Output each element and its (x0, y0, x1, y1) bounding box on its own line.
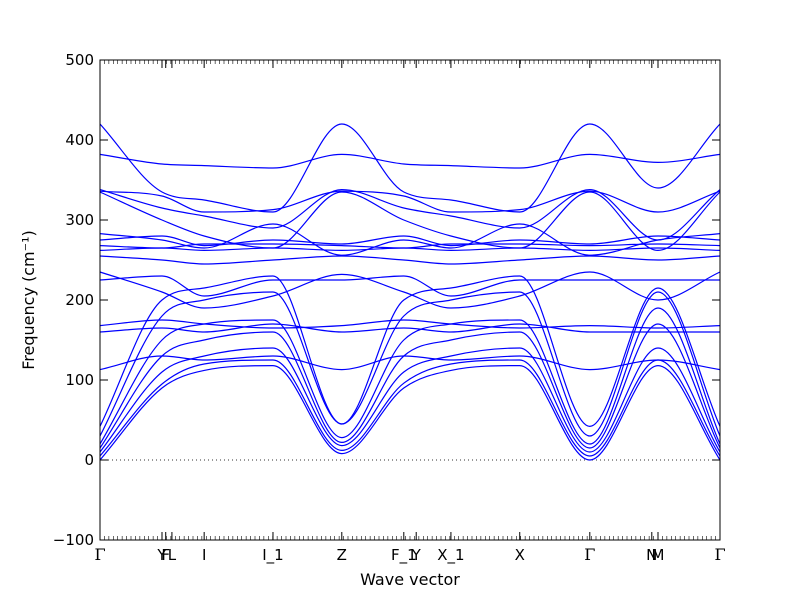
plot-background (100, 60, 720, 540)
x-tick-label: L (168, 546, 177, 564)
x-tick-label: M (652, 546, 665, 564)
x-tick-label: Γ (584, 545, 595, 564)
x-tick-label: Γ (714, 545, 725, 564)
band-line-17 (99, 223, 721, 256)
band-line-19 (99, 188, 721, 241)
x-ticks: Γ YFL I I_1 Z F_1Y X_1 X Γ NM Γ (94, 60, 726, 565)
band-line-2 (99, 359, 721, 457)
x-tick-label: I (202, 546, 206, 564)
y-tick-label: 0 (84, 451, 94, 469)
y-axis-label: Frequency (cm⁻¹) (19, 230, 38, 369)
y-tick-label: 100 (65, 371, 94, 389)
band-line-5 (99, 307, 721, 445)
x-tick-label: Y (156, 546, 167, 564)
band-line-21 (99, 153, 721, 169)
band-line-22 (99, 123, 721, 213)
y-tick-label: 400 (65, 131, 94, 149)
band-line-20 (99, 190, 721, 213)
y-tick-label: −100 (53, 531, 94, 549)
y-tick-label: 200 (65, 291, 94, 309)
band-line-4 (99, 323, 721, 449)
band-line-3 (99, 347, 721, 453)
band-line-7 (99, 275, 721, 428)
x-tick-label: F_1 (391, 546, 417, 565)
band-line-13 (99, 255, 721, 265)
x-tick-label: X_1 (437, 546, 464, 565)
band-line-8 (99, 355, 721, 371)
x-tick-label: N (646, 546, 657, 564)
x-axis-label: Wave vector (360, 570, 460, 589)
band-line-11 (99, 275, 720, 297)
band-line-18 (99, 191, 721, 252)
band-line-6 (99, 291, 721, 437)
band-line-16 (99, 235, 721, 247)
x-tick-label: Γ (94, 545, 105, 564)
band-line-10 (99, 319, 721, 329)
y-tick-label: 300 (65, 211, 94, 229)
x-tick-label: I_1 (262, 546, 283, 565)
x-tick-label: Z (337, 546, 347, 564)
band-line-1 (99, 364, 721, 461)
plot-frame (99, 59, 721, 541)
x-tick-label: F (161, 546, 170, 564)
band-line-12 (99, 271, 721, 309)
x-tick-label: Y (411, 546, 422, 564)
x-tick-label: X (515, 546, 525, 564)
band-line-9 (99, 323, 720, 333)
y-ticks: −100 0 100 200 300 400 500 (53, 51, 720, 549)
band-lines (99, 123, 721, 461)
y-tick-label: 500 (65, 51, 94, 69)
